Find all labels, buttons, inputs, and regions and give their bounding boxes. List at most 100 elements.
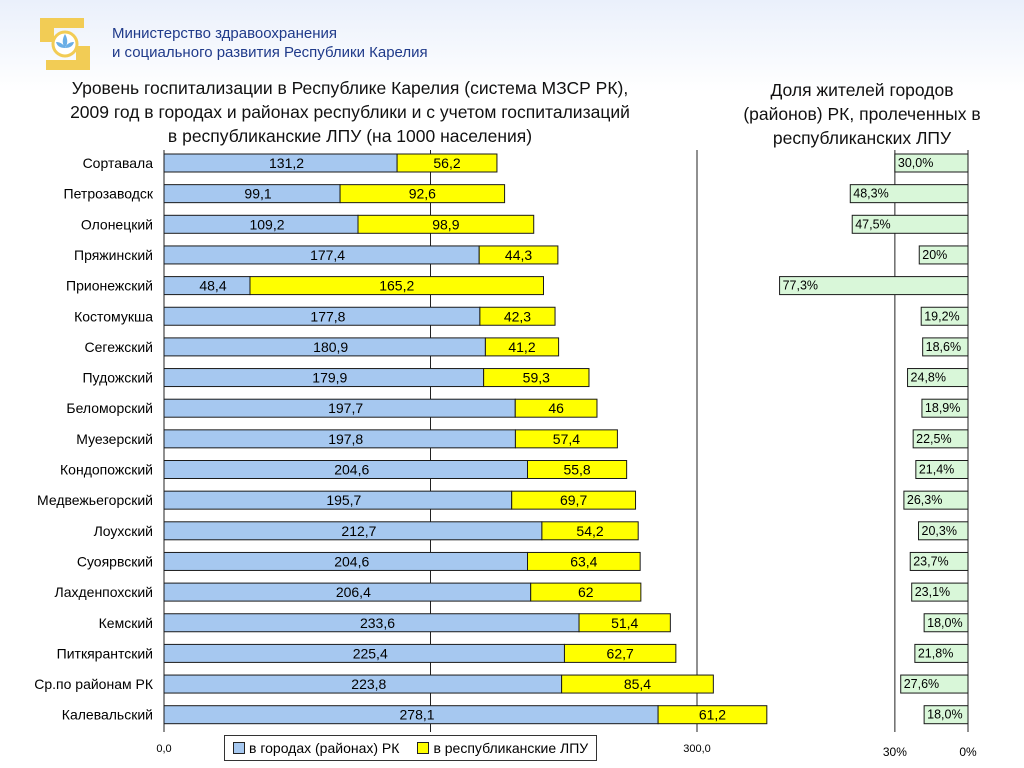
share-bar-label: 21,4% [919,463,954,477]
bar-local-label: 177,4 [310,247,345,263]
share-bar-label: 48,3% [853,187,888,201]
category-label: Сортавала [83,155,154,171]
share-bar-label: 23,1% [915,585,950,599]
bar-republican [511,490,637,510]
category-label: Медвежьегорский [37,492,153,508]
bar-republican-label: 92,6 [409,186,436,202]
category-label: Суоярвский [77,553,153,569]
category-label: Костомукша [74,308,153,324]
share-bar [900,674,969,694]
left-title-line-1: Уровень госпитализации в Республике Каре… [71,78,629,98]
ministry-name: Министерство здравоохранения и социально… [112,24,428,62]
bar-republican-label: 165,2 [379,278,414,294]
bar-local-label: 195,7 [326,492,361,508]
bar-republican [357,214,535,234]
share-bar-label: 18,6% [926,340,961,354]
bar-republican-label: 51,4 [611,615,638,631]
bar-local-label: 177,8 [310,308,345,324]
bar-republican-label: 46 [548,400,564,416]
ministry-line-2: и социального развития Республики Карели… [112,44,428,61]
bar-local-label: 179,9 [312,370,347,386]
share-bar [911,582,969,602]
share-bar [918,245,969,265]
bar-local-label: 223,8 [351,676,386,692]
bar-republican [478,245,559,265]
bar-republican [514,429,618,449]
right-title-line-1: Доля жителей городов [770,80,954,100]
bar-republican [249,276,544,296]
bar-republican-label: 41,2 [508,339,535,355]
share-bar-label: 18,0% [927,616,962,630]
bar-local-label: 204,6 [334,553,369,569]
chart-legend: в городах (районах) РК в республиканские… [224,735,598,761]
share-bar [923,613,969,633]
category-label: Питкярантский [57,645,153,661]
category-label: Кондопожский [60,462,153,478]
bar-republican-label: 98,9 [432,216,459,232]
bar-republican-label: 59,3 [523,370,550,386]
bar-republican-label: 63,4 [570,553,597,569]
share-bar-label: 24,8% [911,371,946,385]
bar-republican [530,582,642,602]
bar-republican [339,184,506,204]
bar-republican [657,705,768,725]
bar-local-label: 197,8 [328,431,363,447]
right-title-line-3: республиканских ЛПУ [772,128,952,148]
share-bar-label: 30,0% [898,156,933,170]
share-bar-label: 18,9% [925,401,960,415]
share-bar-label: 20% [922,248,947,262]
bar-republican-label: 42,3 [504,308,531,324]
category-label: Лахденпохский [55,584,153,600]
bar-republican [578,613,671,633]
legend-item-local: в городах (районах) РК [233,740,399,756]
bar-local-label: 212,7 [341,523,376,539]
category-label: Прионежский [66,278,153,294]
bar-local-label: 204,6 [334,462,369,478]
category-label: Пудожский [82,370,153,386]
ministry-logo [40,18,90,70]
bar-republican [527,460,628,479]
share-bar [779,276,969,296]
bar-local-label: 48,4 [199,278,226,294]
share-bar-label: 47,5% [855,217,890,231]
bar-local-label: 99,1 [244,186,271,202]
bar-local-label: 278,1 [400,707,435,723]
bar-local-label: 197,7 [328,400,363,416]
legend-swatch-republican [417,742,430,754]
bar-republican-label: 57,4 [553,431,580,447]
bar-republican-label: 44,3 [505,247,532,263]
share-bar [849,184,969,204]
bar-republican [514,398,598,418]
legend-label-local: в городах (районах) РК [249,740,400,756]
share-bar [915,460,969,479]
category-label: Калевальский [62,707,153,723]
bar-local-label: 233,6 [360,615,395,631]
category-label: Пряжинский [74,247,153,263]
legend-label-republican: в республиканские ЛПУ [433,740,589,756]
bar-republican [479,306,556,326]
category-label: Ср.по районам РК [34,676,154,692]
category-label: Муезерский [76,431,153,447]
share-bar-label: 26,3% [907,493,942,507]
right-title-line-2: (районов) РК, пролеченных в [743,104,981,124]
share-bar-label: 19,2% [924,309,959,323]
bar-republican-label: 62 [578,584,594,600]
share-bar [903,490,969,510]
bar-republican-label: 69,7 [560,492,587,508]
bar-republican-label: 54,2 [576,523,603,539]
right-x-tick-label-0: 0% [959,745,977,759]
bar-republican [563,643,677,663]
right-x-tick-label-1: 30% [883,745,907,759]
left-chart-title: Уровень госпитализации в Республике Каре… [30,76,670,148]
share-bar [909,551,969,571]
ministry-line-1: Министерство здравоохранения [112,25,337,42]
bar-republican-label: 85,4 [624,676,651,692]
bar-republican [527,551,641,571]
left-title-line-2: 2009 год в городах и районах республики … [70,102,630,122]
share-bar [907,368,969,388]
category-label: Лоухский [94,523,153,539]
bar-local-label: 225,4 [353,645,388,661]
category-label: Петрозаводск [64,186,154,202]
share-bar-label: 23,7% [913,554,948,568]
